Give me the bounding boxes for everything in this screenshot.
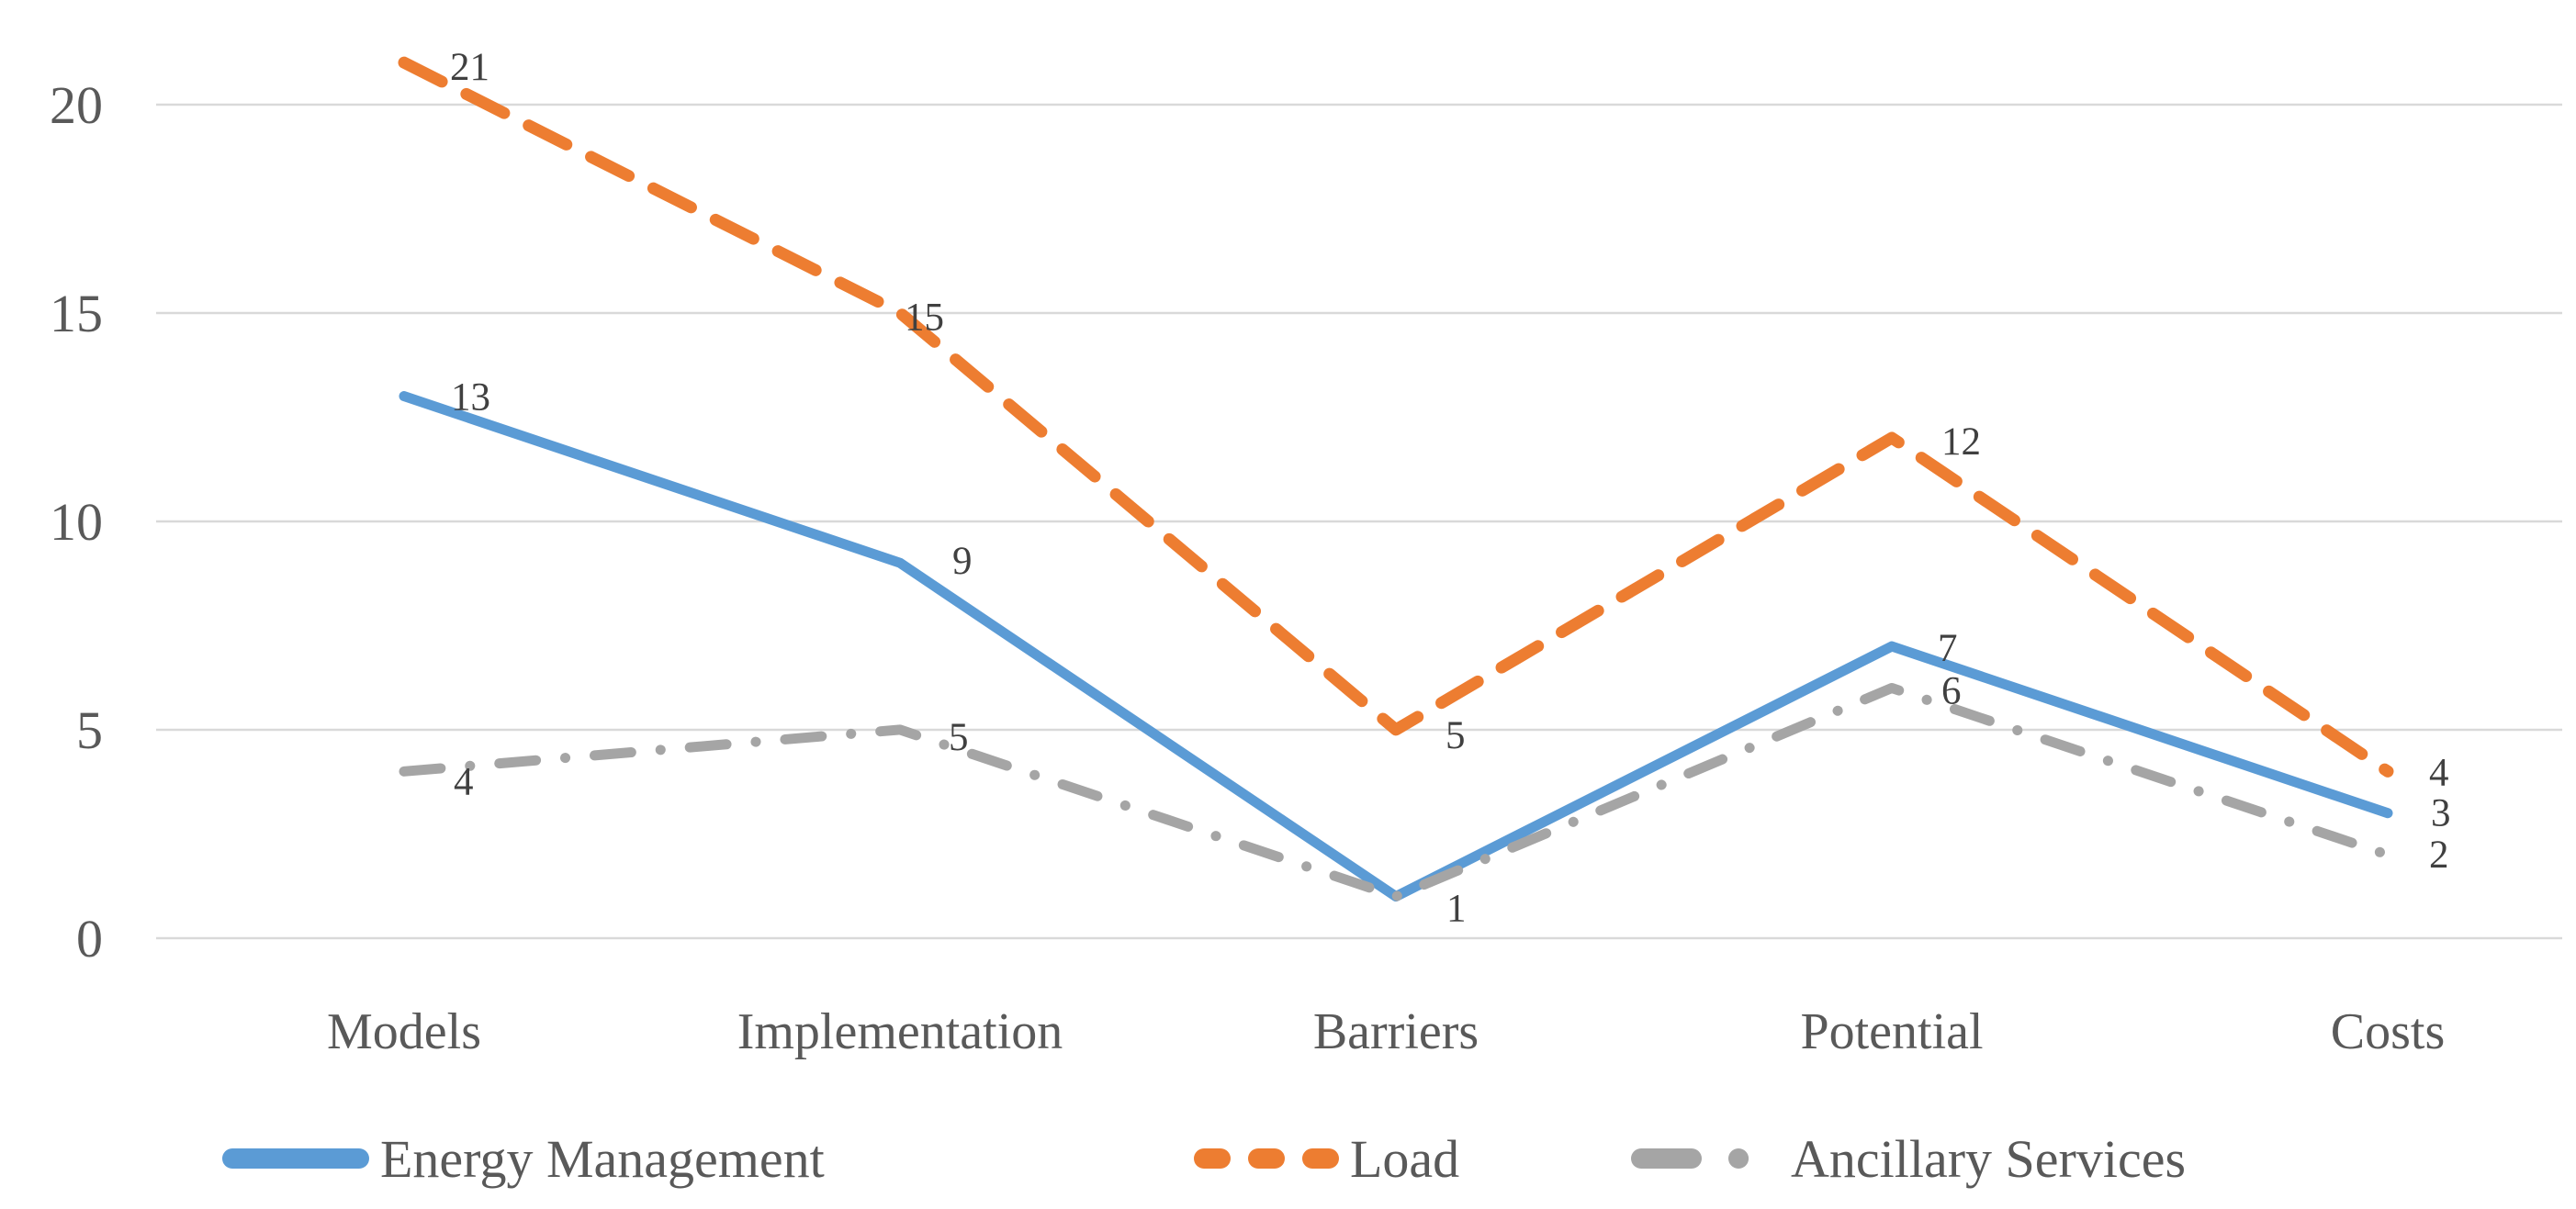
y-tick-label: 15 <box>50 284 103 343</box>
legend-label-ancillary-services: Ancillary Services <box>1791 1129 2186 1189</box>
data-label-ancillary-services-potential: 6 <box>1941 669 1962 712</box>
data-label-load-potential: 12 <box>1941 420 1981 464</box>
x-tick-label-models: Models <box>327 1003 481 1060</box>
y-tick-label: 5 <box>76 700 103 760</box>
data-label-ancillary-services-costs: 2 <box>2429 834 2449 877</box>
data-label-ancillary-services-implementation: 5 <box>949 716 969 759</box>
data-label-ancillary-services-models: 4 <box>454 760 474 803</box>
legend: Energy Management Load Ancillary Service… <box>222 1129 2186 1189</box>
y-tick-label: 10 <box>50 492 103 552</box>
x-tick-label-potential: Potential <box>1800 1003 1983 1060</box>
x-axis-labels: Models Implementation Barriers Potential… <box>327 1003 2445 1060</box>
data-label-load-costs: 4 <box>2429 751 2449 794</box>
data-label-energy-management-potential: 7 <box>1938 627 1958 670</box>
data-label-load-barriers: 5 <box>1445 714 1466 757</box>
series-line-energy-management <box>399 391 2393 902</box>
data-label-energy-management-barriers: 1 <box>1446 888 1467 931</box>
series-layer: 13 9 1 7 3 21 15 5 12 4 4 5 6 2 <box>398 46 2451 931</box>
legend-label-energy-management: Energy Management <box>380 1129 825 1189</box>
y-tick-label: 0 <box>76 909 103 968</box>
x-tick-label-implementation: Implementation <box>737 1003 1063 1060</box>
y-tick-label: 20 <box>50 75 103 135</box>
x-tick-label-barriers: Barriers <box>1313 1003 1479 1060</box>
series-line-load <box>398 56 2394 778</box>
x-tick-label-costs: Costs <box>2331 1003 2446 1060</box>
data-label-energy-management-implementation: 9 <box>952 540 973 583</box>
data-label-energy-management-models: 13 <box>451 376 490 420</box>
data-label-load-models: 21 <box>450 46 489 89</box>
data-label-energy-management-costs: 3 <box>2431 792 2451 835</box>
series-line-ancillary-services <box>399 682 2393 902</box>
y-axis-labels: 20 15 10 5 0 <box>50 75 103 968</box>
data-label-load-implementation: 15 <box>905 297 944 340</box>
gridlines <box>156 103 2562 940</box>
legend-label-load: Load <box>1350 1129 1459 1189</box>
